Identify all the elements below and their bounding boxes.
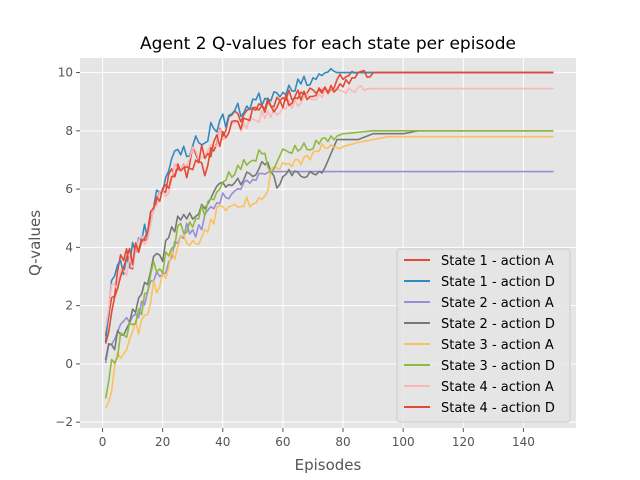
legend-box: [396, 248, 571, 423]
legend-entry: State 3 - action D: [404, 359, 555, 374]
chart-title: Agent 2 Q-values for each state per epis…: [140, 34, 516, 54]
legend-entries: State 1 - action A State 1 - action D Stat…: [404, 254, 555, 416]
y-tick-label: 0: [65, 357, 73, 371]
y-tick-label: 10: [58, 66, 73, 80]
x-tick-label: 40: [215, 435, 230, 449]
x-tick-label: 120: [452, 435, 475, 449]
x-tick-label: 80: [335, 435, 350, 449]
y-tick-label: 4: [65, 240, 73, 254]
legend-entry: State 1 - action A: [404, 254, 554, 269]
y-axis-label: Q-values: [26, 210, 44, 276]
x-axis-label: Episodes: [295, 456, 362, 474]
x-tick-label: 20: [155, 435, 170, 449]
legend-entry: State 2 - action D: [404, 317, 555, 332]
series-line: [104, 69, 554, 344]
legend-label: State 3 - action D: [441, 359, 555, 374]
x-axis-ticks: 0 20 40 60 80 100 120 140: [99, 428, 535, 449]
legend-label: State 4 - action A: [441, 380, 554, 395]
series-line: [104, 130, 554, 399]
x-tick-label: 60: [275, 435, 290, 449]
legend-label: State 2 - action D: [441, 317, 555, 332]
legend-label: State 1 - action A: [441, 254, 554, 269]
series-layer: [104, 67, 554, 409]
legend-label: State 4 - action D: [441, 401, 555, 416]
x-tick-label: 140: [512, 435, 535, 449]
y-tick-label: 2: [65, 299, 73, 313]
legend-label: State 3 - action A: [441, 338, 554, 353]
y-tick-label: 8: [65, 124, 73, 138]
legend: State 1 - action A State 1 - action D Stat…: [396, 248, 571, 423]
x-tick-label: 100: [392, 435, 415, 449]
y-axis-ticks: −2 0 2 4 6 8 10: [55, 66, 80, 429]
legend-label: State 2 - action A: [441, 296, 554, 311]
series-line: [104, 135, 554, 409]
legend-entry: State 4 - action A: [404, 380, 554, 395]
legend-entry: State 1 - action D: [404, 275, 555, 290]
x-tick-label: 0: [99, 435, 107, 449]
legend-label: State 1 - action D: [441, 275, 555, 290]
legend-entry: State 3 - action A: [404, 338, 554, 353]
legend-entry: State 4 - action D: [404, 401, 555, 416]
y-tick-label: −2: [55, 415, 73, 429]
legend-entry: State 2 - action A: [404, 296, 554, 311]
y-tick-label: 6: [65, 182, 73, 196]
